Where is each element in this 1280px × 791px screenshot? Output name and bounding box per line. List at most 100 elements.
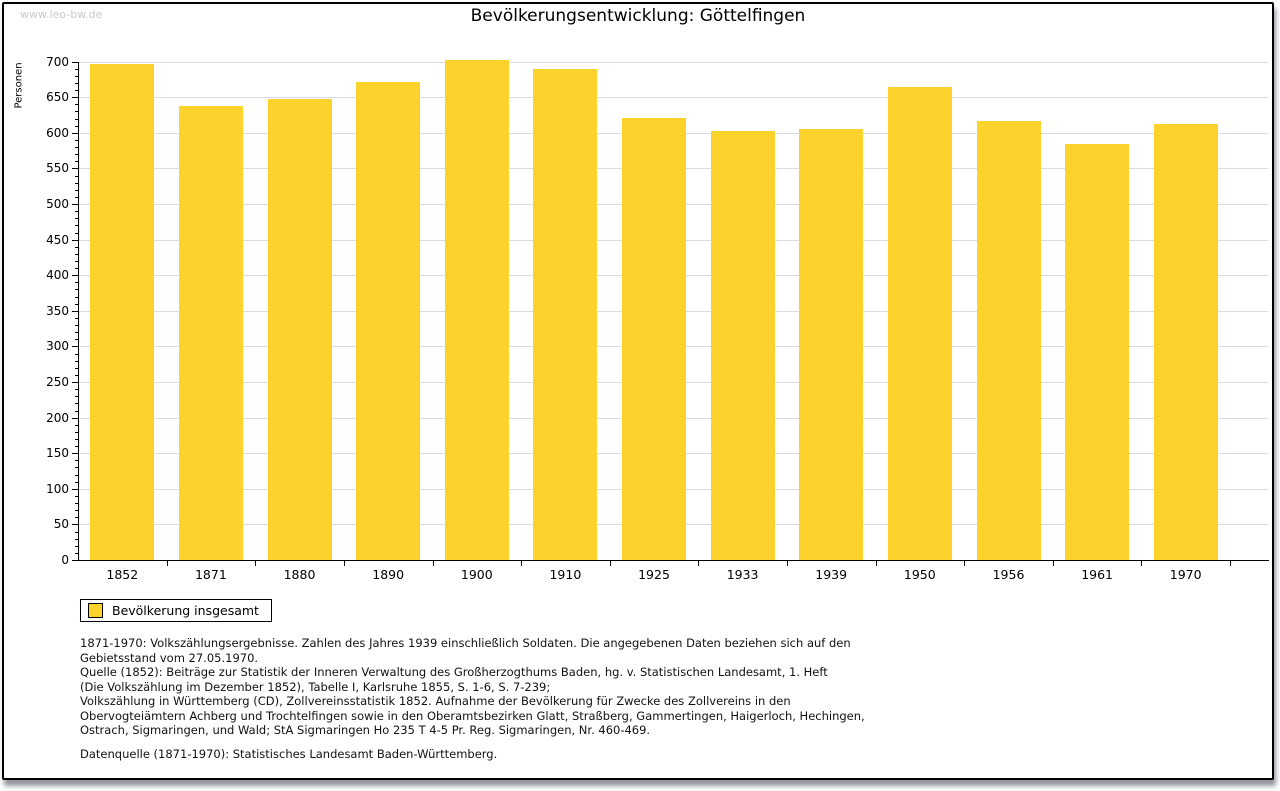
y-major-tick	[72, 132, 78, 134]
y-major-tick	[72, 453, 78, 455]
y-minor-tick	[75, 538, 78, 540]
x-boundary-tick	[786, 561, 788, 566]
legend: Bevölkerung insgesamt	[80, 599, 272, 622]
bar-1950	[887, 86, 952, 560]
bar-1933	[710, 131, 775, 560]
y-major-tick	[72, 560, 78, 561]
y-minor-tick	[75, 424, 78, 426]
x-boundary-tick	[875, 561, 877, 566]
bar-1970	[1153, 123, 1218, 560]
y-tick-label-150: 150	[46, 446, 69, 461]
x-tick-label-1852: 1852	[106, 567, 139, 582]
bar-chart: 1852 1871 1880 1890 1900 1910 1925 1933 1939 1950…	[4, 4, 1272, 778]
chart-page: www.leo-bw.de Bevölkerungsentwicklung: G…	[2, 2, 1274, 780]
y-tick-label-250: 250	[46, 375, 69, 389]
y-minor-tick	[75, 196, 78, 198]
y-minor-tick	[75, 68, 78, 70]
y-major-tick	[72, 61, 78, 63]
y-minor-tick	[75, 495, 78, 497]
y-minor-tick	[75, 353, 78, 355]
y-major-tick	[72, 168, 78, 170]
bar-1900	[444, 60, 509, 560]
y-tick-label-400: 400	[46, 268, 69, 283]
y-minor-tick	[75, 317, 78, 319]
y-minor-tick	[75, 474, 78, 476]
x-tick-label-1933: 1933	[726, 567, 759, 582]
bar-1852	[90, 63, 155, 560]
x-tick-label-1910: 1910	[549, 567, 582, 582]
y-minor-tick	[75, 531, 78, 533]
y-minor-tick	[75, 83, 78, 84]
y-minor-tick	[75, 125, 78, 127]
gridline	[79, 97, 1268, 99]
x-axis-line	[78, 560, 1269, 561]
y-minor-tick	[75, 467, 78, 469]
y-minor-tick	[75, 517, 78, 519]
gridline	[79, 61, 1268, 63]
y-tick-label-600: 600	[46, 125, 69, 140]
y-minor-tick	[75, 118, 78, 120]
y-minor-tick	[75, 545, 78, 547]
y-minor-tick	[75, 339, 78, 341]
bar-1890	[356, 81, 421, 560]
y-minor-tick	[75, 246, 78, 248]
y-minor-tick	[75, 396, 78, 398]
y-tick-label-500: 500	[46, 197, 69, 211]
y-minor-tick	[75, 189, 78, 191]
x-tick-label-1961: 1961	[1081, 567, 1113, 582]
x-tick-label-1970: 1970	[1169, 567, 1202, 582]
y-minor-tick	[75, 147, 78, 148]
x-boundary-tick	[521, 561, 523, 566]
y-tick-label-0: 0	[61, 553, 69, 567]
y-minor-tick	[75, 218, 78, 220]
y-minor-tick	[75, 261, 78, 262]
bar-1871	[178, 105, 243, 560]
y-major-tick	[72, 97, 78, 99]
y-minor-tick	[75, 374, 78, 376]
x-boundary-tick	[343, 561, 345, 566]
x-tick-label-1939: 1939	[815, 567, 848, 582]
x-boundary-tick	[166, 561, 168, 566]
y-tick-label-650: 650	[46, 90, 69, 105]
x-boundary-tick	[255, 561, 257, 566]
y-minor-tick	[75, 303, 78, 305]
y-tick-label-450: 450	[46, 232, 69, 247]
bar-1880	[267, 99, 332, 560]
y-minor-tick	[75, 325, 78, 326]
y-minor-tick	[75, 431, 78, 433]
x-boundary-tick	[1052, 561, 1054, 566]
y-minor-tick	[75, 175, 78, 177]
chart-title: Bevölkerungsentwicklung: Göttelfingen	[470, 6, 806, 26]
y-tick-label-300: 300	[46, 339, 69, 354]
y-minor-tick	[75, 232, 78, 234]
x-tick-label-1871: 1871	[194, 567, 227, 582]
y-minor-tick	[75, 90, 78, 92]
y-minor-tick	[75, 410, 78, 412]
y-major-tick	[72, 275, 78, 277]
y-minor-tick	[75, 360, 78, 362]
y-axis-line	[78, 61, 79, 561]
y-minor-tick	[75, 439, 78, 440]
bar-1939	[799, 129, 864, 560]
y-minor-tick	[75, 503, 78, 504]
x-tick-label-1956: 1956	[992, 567, 1025, 582]
bar-1925	[622, 117, 686, 560]
x-tick-label-1925: 1925	[638, 567, 670, 582]
y-minor-tick	[75, 460, 78, 462]
y-major-tick	[72, 488, 78, 490]
footnotes: 1871-1970: Volkszählungsergebnisse. Zahl…	[80, 636, 1000, 761]
y-tick-label-200: 200	[46, 410, 69, 425]
watermark-leo-bw: www.leo-bw.de	[20, 8, 103, 21]
y-minor-tick	[75, 282, 78, 284]
y-minor-tick	[75, 332, 78, 334]
y-minor-tick	[75, 161, 78, 163]
x-boundary-tick	[1230, 561, 1231, 566]
y-major-tick	[72, 346, 78, 348]
y-major-tick	[72, 417, 78, 419]
bar-1961	[1065, 144, 1130, 560]
y-minor-tick	[75, 211, 78, 213]
x-boundary-tick	[432, 561, 434, 566]
y-tick-label-100: 100	[46, 481, 69, 496]
y-minor-tick	[75, 154, 78, 156]
x-boundary-tick	[1141, 561, 1143, 566]
